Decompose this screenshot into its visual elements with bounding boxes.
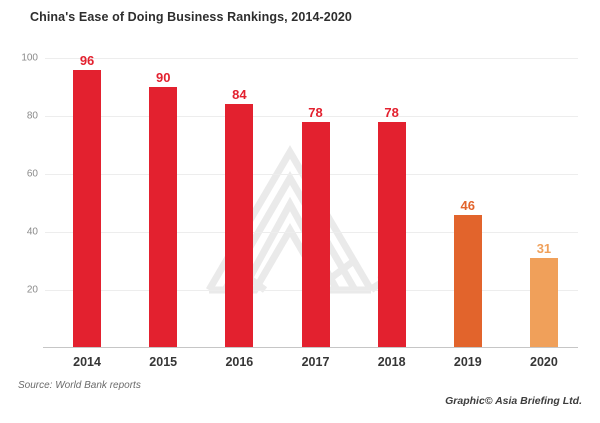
- credit-note: Graphic© Asia Briefing Ltd.: [445, 395, 582, 407]
- chart-title: China's Ease of Doing Business Rankings,…: [30, 10, 352, 24]
- bar-2017: [301, 121, 330, 348]
- bar-2016: [225, 104, 254, 348]
- x-axis-line: [43, 347, 578, 348]
- plot-area: 20 40 60 80 100 96 2014 90 2015 84 2016 78 2017 78 20…: [21, 53, 578, 369]
- x-tick-label-2018: 2018: [377, 355, 406, 369]
- bar-value-2015: 90: [155, 70, 171, 85]
- gridline-100: [45, 58, 578, 59]
- bar-value-2017: 78: [308, 104, 323, 120]
- x-tick-label-2017: 2017: [301, 355, 330, 369]
- bar-2014: [73, 69, 102, 348]
- x-tick-label-2020: 2020: [530, 355, 558, 369]
- bar-value-2016: 84: [232, 87, 247, 103]
- bar-2020: [529, 258, 558, 348]
- x-tick-label-2019: 2019: [453, 355, 482, 369]
- x-tick-label-2014: 2014: [73, 355, 101, 369]
- y-tick-label-60: 60: [26, 168, 38, 180]
- y-tick-label-100: 100: [21, 52, 38, 64]
- y-tick-label-20: 20: [26, 284, 38, 296]
- x-tick-label-2015: 2015: [149, 355, 178, 369]
- bar-2018: [377, 121, 406, 348]
- bar-value-2019: 46: [460, 197, 476, 213]
- bar-2019: [453, 214, 482, 348]
- x-tick-label-2016: 2016: [225, 355, 254, 369]
- y-tick-label-80: 80: [26, 110, 38, 122]
- bar-2015: [149, 87, 178, 348]
- bar-value-2014: 96: [79, 52, 95, 68]
- gridline-80: [45, 116, 578, 117]
- bar-value-2018: 78: [384, 104, 399, 120]
- asia-briefing-logo-watermark-icon: [205, 145, 385, 294]
- y-tick-label-40: 40: [26, 226, 38, 238]
- bar-value-2020: 31: [536, 241, 552, 257]
- source-note: Source: World Bank reports: [18, 380, 141, 391]
